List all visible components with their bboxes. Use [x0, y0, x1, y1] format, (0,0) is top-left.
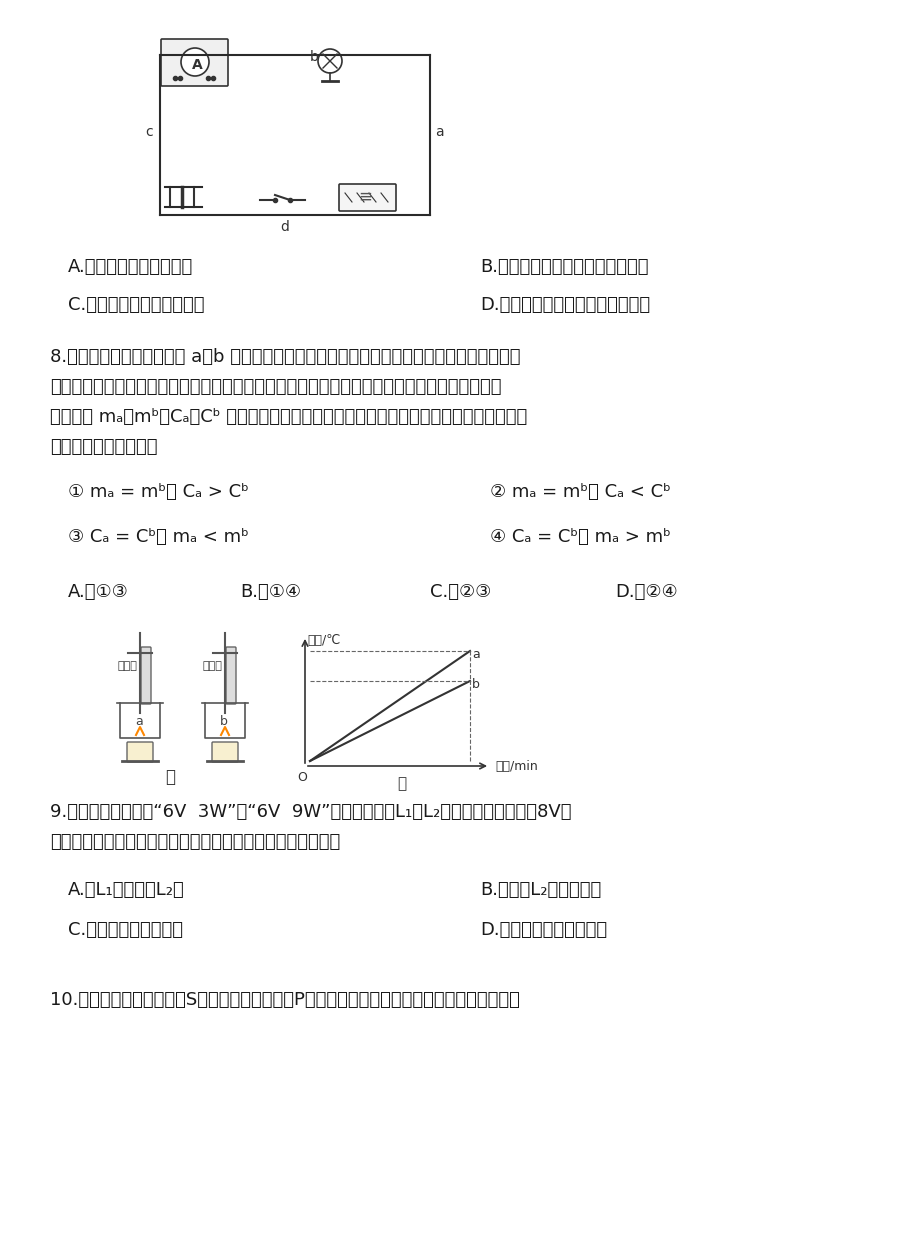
Circle shape [318, 49, 342, 73]
FancyBboxPatch shape [226, 646, 236, 704]
Text: D.　灯泡灯丝断了或灯座接触不良: D. 灯泡灯丝断了或灯座接触不良 [480, 296, 650, 314]
Text: A.　L₁的亮度比L₂大: A. L₁的亮度比L₂大 [68, 881, 185, 898]
FancyBboxPatch shape [338, 184, 395, 210]
Text: 正确的是（　　）: 正确的是（ ） [50, 438, 157, 456]
Text: 9.　将两盏分别标有“6V  3W”和“6V  9W”字样的小灯泡L₁和L₂，串联后接入电压为8V的: 9. 将两盏分别标有“6V 3W”和“6V 9W”字样的小灯泡L₁和L₂，串联后… [50, 803, 571, 822]
Text: ≡: ≡ [357, 188, 371, 205]
Text: 8.　用相同的酒精灯分别对 a、b 两种液体加热，根据测得的数据分别描绘出两种液体的温度随: 8. 用相同的酒精灯分别对 a、b 两种液体加热，根据测得的数据分别描绘出两种液… [50, 348, 520, 365]
FancyBboxPatch shape [211, 742, 238, 762]
Text: A.　①③: A. ①③ [68, 583, 129, 601]
Text: c: c [145, 125, 153, 139]
Text: 时间/min: 时间/min [494, 760, 538, 772]
Circle shape [181, 48, 209, 76]
Text: 别用 mₐ、mᵇ、Cₐ、Cᵇ 表示两液体的质量和比热容，在给出的四个判断中，下面的组合: 别用 mₐ、mᵇ、Cₐ、Cᵇ 表示两液体的质量和比热容，在给出的四个判断中，下面… [50, 408, 527, 426]
FancyBboxPatch shape [141, 646, 151, 704]
Text: ③ Cₐ = Cᵇ， mₐ < mᵇ: ③ Cₐ = Cᵇ， mₐ < mᵇ [68, 528, 249, 546]
FancyBboxPatch shape [127, 742, 153, 762]
Text: O: O [297, 771, 307, 784]
Text: b: b [220, 714, 228, 728]
Text: B.　①④: B. ①④ [240, 583, 301, 601]
Text: b: b [471, 678, 480, 690]
Text: B.　开关的触片或接线柱接触不良: B. 开关的触片或接线柱接触不良 [480, 258, 648, 276]
Text: a: a [135, 714, 142, 728]
Text: ② mₐ = mᵇ， Cₐ < Cᵇ: ② mₐ = mᵇ， Cₐ < Cᵇ [490, 483, 670, 501]
Text: D.　②④: D. ②④ [614, 583, 677, 601]
Text: 乙: 乙 [397, 776, 406, 791]
Text: 温度计: 温度计 [203, 662, 222, 672]
Text: C.　②③: C. ②③ [429, 583, 491, 601]
FancyBboxPatch shape [161, 39, 228, 86]
Text: 温度/℃: 温度/℃ [307, 634, 340, 646]
Text: ① mₐ = mᵇ， Cₐ > Cᵇ: ① mₐ = mᵇ， Cₐ > Cᵇ [68, 483, 249, 501]
Text: 甲: 甲 [165, 769, 175, 786]
Text: a: a [435, 125, 443, 139]
Text: B.　仅有L₂能正常发光: B. 仅有L₂能正常发光 [480, 881, 601, 898]
Text: D.　两灯均不能正常发光: D. 两灯均不能正常发光 [480, 921, 607, 939]
Text: 时间变化的图像（如图乙），在相同的时间内两种液体吸收的热量相等，不计热量散失，分: 时间变化的图像（如图乙），在相同的时间内两种液体吸收的热量相等，不计热量散失，分 [50, 378, 501, 396]
Text: b: b [310, 50, 319, 64]
Text: C.　两灯均能正常发光: C. 两灯均能正常发光 [68, 921, 183, 939]
Text: 10.　如图所示，闭合开关S，在滑动变阔器滑片P向右滑动过程中，下列说法正确的是（　　）: 10. 如图所示，闭合开关S，在滑动变阔器滑片P向右滑动过程中，下列说法正确的是… [50, 992, 519, 1009]
Text: d: d [279, 220, 289, 234]
Text: A.　电源接线柱接触不良: A. 电源接线柱接触不良 [68, 258, 193, 276]
Text: a: a [471, 648, 479, 662]
Text: ④ Cₐ = Cᵇ， mₐ > mᵇ: ④ Cₐ = Cᵇ， mₐ > mᵇ [490, 528, 670, 546]
Text: 电路中，设灯泡电阱不变。下列说法中正确的是（　　）: 电路中，设灯泡电阱不变。下列说法中正确的是（ ） [50, 833, 340, 850]
Text: C.　电流表连接柱接触不良: C. 电流表连接柱接触不良 [68, 296, 204, 314]
Text: A: A [192, 58, 202, 72]
Text: 温度计: 温度计 [118, 662, 138, 672]
